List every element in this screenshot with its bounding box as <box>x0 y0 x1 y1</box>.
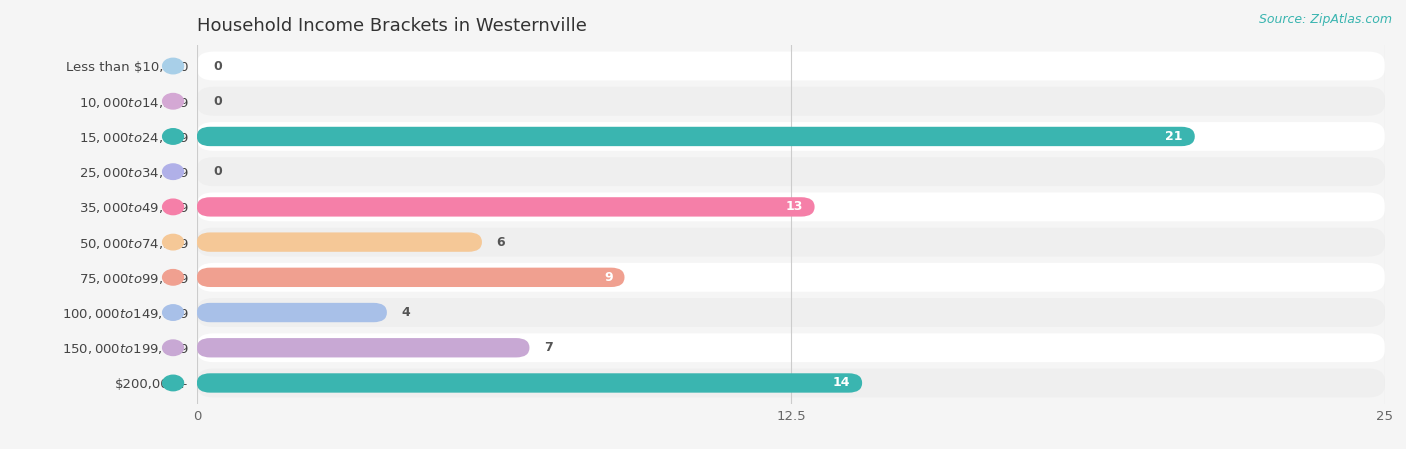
FancyBboxPatch shape <box>197 338 530 357</box>
Text: 21: 21 <box>1166 130 1182 143</box>
Text: 9: 9 <box>605 271 613 284</box>
Circle shape <box>163 199 184 215</box>
Text: 13: 13 <box>786 200 803 213</box>
FancyBboxPatch shape <box>197 127 1195 146</box>
Text: 0: 0 <box>214 60 222 73</box>
FancyBboxPatch shape <box>197 268 624 287</box>
FancyBboxPatch shape <box>197 233 482 252</box>
Circle shape <box>163 93 184 109</box>
Circle shape <box>163 129 184 144</box>
Text: Household Income Brackets in Westernville: Household Income Brackets in Westernvill… <box>197 17 586 35</box>
FancyBboxPatch shape <box>197 369 1385 397</box>
Circle shape <box>163 305 184 320</box>
FancyBboxPatch shape <box>197 228 1385 256</box>
Circle shape <box>163 164 184 180</box>
Circle shape <box>163 340 184 356</box>
FancyBboxPatch shape <box>197 193 1385 221</box>
FancyBboxPatch shape <box>197 87 1385 116</box>
Text: 6: 6 <box>496 236 505 249</box>
FancyBboxPatch shape <box>197 373 862 393</box>
FancyBboxPatch shape <box>197 333 1385 362</box>
Text: 4: 4 <box>401 306 411 319</box>
Text: 7: 7 <box>544 341 553 354</box>
FancyBboxPatch shape <box>197 303 387 322</box>
Text: 14: 14 <box>832 376 851 389</box>
Circle shape <box>163 234 184 250</box>
Text: Source: ZipAtlas.com: Source: ZipAtlas.com <box>1258 13 1392 26</box>
Circle shape <box>163 58 184 74</box>
FancyBboxPatch shape <box>197 122 1385 151</box>
FancyBboxPatch shape <box>197 197 814 216</box>
FancyBboxPatch shape <box>197 52 1385 80</box>
FancyBboxPatch shape <box>197 157 1385 186</box>
FancyBboxPatch shape <box>197 298 1385 327</box>
Circle shape <box>163 375 184 391</box>
Circle shape <box>163 269 184 285</box>
Text: 0: 0 <box>214 165 222 178</box>
Text: 0: 0 <box>214 95 222 108</box>
FancyBboxPatch shape <box>197 263 1385 292</box>
